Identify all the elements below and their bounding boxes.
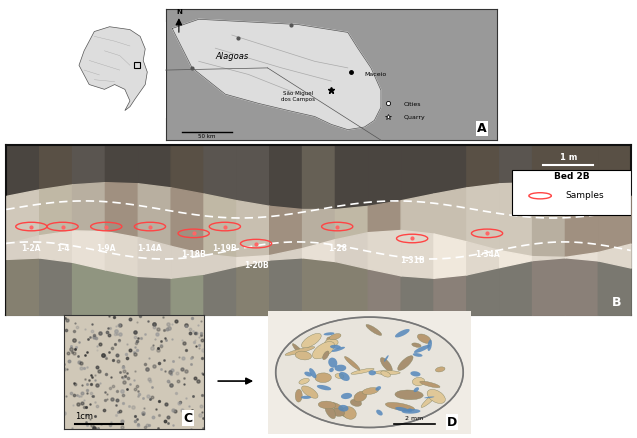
Ellipse shape: [402, 409, 420, 413]
Text: A: A: [477, 122, 487, 135]
Ellipse shape: [395, 390, 423, 399]
Text: 1-28: 1-28: [327, 244, 347, 253]
Ellipse shape: [345, 357, 360, 370]
Ellipse shape: [315, 373, 331, 382]
Text: Quarry: Quarry: [404, 115, 426, 120]
Text: 1cm: 1cm: [75, 412, 93, 421]
Ellipse shape: [397, 356, 413, 371]
Polygon shape: [172, 19, 381, 130]
Text: Samples: Samples: [565, 191, 604, 200]
Ellipse shape: [350, 399, 362, 406]
Ellipse shape: [385, 403, 415, 411]
Text: 50 km: 50 km: [198, 134, 216, 138]
Ellipse shape: [335, 374, 344, 378]
Text: Maceio: Maceio: [364, 72, 387, 77]
Ellipse shape: [424, 396, 434, 398]
Ellipse shape: [341, 393, 352, 399]
Text: 1-9A: 1-9A: [96, 244, 116, 253]
Ellipse shape: [338, 405, 348, 412]
Text: N: N: [176, 9, 182, 15]
Ellipse shape: [334, 365, 347, 371]
Ellipse shape: [384, 355, 389, 362]
Ellipse shape: [412, 378, 425, 386]
Ellipse shape: [301, 333, 321, 348]
Ellipse shape: [413, 353, 422, 357]
Ellipse shape: [318, 401, 336, 409]
Text: 1-34A: 1-34A: [475, 251, 499, 259]
Ellipse shape: [330, 345, 341, 349]
Ellipse shape: [329, 368, 334, 372]
Ellipse shape: [395, 329, 410, 337]
Ellipse shape: [324, 332, 334, 336]
Text: Cities: Cities: [404, 102, 422, 107]
Ellipse shape: [375, 371, 400, 374]
Text: 1-4: 1-4: [56, 244, 69, 253]
Text: 1-19B: 1-19B: [213, 244, 237, 253]
Ellipse shape: [299, 378, 310, 384]
Ellipse shape: [407, 408, 412, 412]
Text: 1-31B: 1-31B: [400, 255, 424, 265]
Text: 1-20B: 1-20B: [244, 261, 268, 270]
Ellipse shape: [412, 343, 421, 347]
Ellipse shape: [301, 386, 318, 398]
Text: 1-18B: 1-18B: [182, 251, 206, 259]
Text: D: D: [447, 416, 457, 429]
Ellipse shape: [351, 368, 374, 374]
Ellipse shape: [327, 337, 334, 344]
Ellipse shape: [304, 371, 312, 377]
Text: 1-14A: 1-14A: [138, 244, 162, 253]
Ellipse shape: [331, 408, 345, 417]
Ellipse shape: [332, 403, 349, 418]
Ellipse shape: [325, 404, 336, 419]
Ellipse shape: [328, 357, 338, 368]
Ellipse shape: [436, 367, 445, 372]
Ellipse shape: [420, 381, 440, 388]
Text: 1-2A: 1-2A: [22, 244, 41, 253]
Ellipse shape: [362, 388, 378, 395]
Ellipse shape: [376, 410, 383, 416]
Ellipse shape: [414, 345, 430, 353]
Ellipse shape: [421, 392, 439, 407]
Ellipse shape: [427, 389, 445, 403]
Text: São Miguel
dos Campos: São Miguel dos Campos: [281, 91, 315, 102]
Text: Alagoas: Alagoas: [215, 52, 248, 61]
Ellipse shape: [292, 344, 306, 359]
Ellipse shape: [329, 334, 341, 340]
Ellipse shape: [339, 372, 350, 381]
FancyBboxPatch shape: [512, 170, 631, 215]
Ellipse shape: [276, 317, 463, 427]
Ellipse shape: [369, 370, 376, 375]
Ellipse shape: [331, 347, 345, 352]
Ellipse shape: [366, 325, 382, 336]
Ellipse shape: [375, 386, 381, 391]
Ellipse shape: [301, 396, 311, 399]
Ellipse shape: [354, 391, 367, 402]
Ellipse shape: [325, 339, 338, 346]
Ellipse shape: [317, 385, 331, 390]
Ellipse shape: [395, 407, 409, 412]
Ellipse shape: [410, 371, 420, 377]
Text: 2 mm: 2 mm: [405, 416, 424, 421]
Text: B: B: [612, 296, 621, 308]
Ellipse shape: [295, 351, 311, 360]
Ellipse shape: [296, 389, 302, 402]
Ellipse shape: [381, 371, 390, 377]
Text: C: C: [183, 412, 192, 425]
Ellipse shape: [285, 346, 315, 355]
Text: 1 m: 1 m: [559, 153, 577, 162]
Ellipse shape: [427, 339, 432, 351]
Text: Bed 2B: Bed 2B: [554, 173, 589, 181]
Ellipse shape: [380, 357, 392, 371]
Ellipse shape: [313, 342, 334, 359]
Polygon shape: [79, 27, 147, 110]
Ellipse shape: [342, 406, 356, 419]
Ellipse shape: [417, 334, 431, 343]
Ellipse shape: [309, 368, 317, 378]
Ellipse shape: [322, 351, 329, 360]
Ellipse shape: [413, 387, 419, 392]
